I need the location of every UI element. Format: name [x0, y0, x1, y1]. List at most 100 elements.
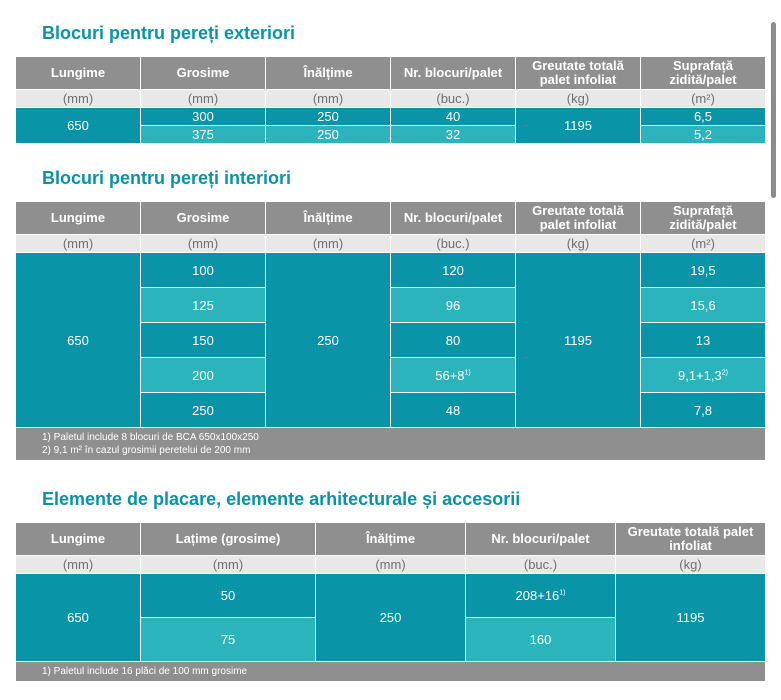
- column-unit: (mm): [140, 89, 266, 108]
- cell: 300: [140, 107, 266, 126]
- column-unit: (mm): [140, 234, 266, 253]
- cell-note-ref: 1): [559, 589, 566, 597]
- unit-row: (mm) (mm) (mm) (buc.) (kg) (m²): [15, 234, 766, 253]
- cell: 48: [390, 392, 516, 428]
- data-table: Lungime Lațime (grosime) Înălțime Nr. blocu…: [15, 522, 766, 682]
- cell-note-ref: 2): [721, 369, 728, 377]
- cell: 6,5: [640, 107, 766, 126]
- column-unit: (mm): [265, 234, 391, 253]
- column-header: Greutate totală palet infoliat: [615, 522, 766, 556]
- cell: 80: [390, 322, 516, 358]
- cell: 50: [140, 573, 316, 618]
- column-header: Nr. blocuri/palet: [390, 201, 516, 235]
- data-row: 650 300 250 40 1195 6,5: [15, 107, 766, 144]
- column-unit: (mm): [140, 555, 316, 574]
- column-unit: (buc.): [465, 555, 616, 574]
- header-row: Lungime Grosime Înălțime Nr. blocuri/palet G…: [15, 56, 766, 90]
- column-header: Lațime (grosime): [140, 522, 316, 556]
- cell: 150: [140, 322, 266, 358]
- cell: 1195: [615, 573, 766, 662]
- cell-value: 9,1+1,3: [678, 367, 722, 383]
- column-header: Înălțime: [265, 201, 391, 235]
- column-header: Suprafață zidită/palet: [640, 56, 766, 90]
- cell: 125: [140, 287, 266, 323]
- cell: 75: [140, 617, 316, 662]
- unit-row: (mm) (mm) (mm) (buc.) (kg): [15, 555, 766, 574]
- cell: 160: [465, 617, 616, 662]
- header-row: Lungime Grosime Înălțime Nr. blocuri/palet G…: [15, 201, 766, 235]
- cell: 208+161): [465, 573, 616, 618]
- footnote-row: 1) Paletul include 8 blocuri de BCA 650x…: [15, 427, 766, 461]
- data-row: 125 96 15,6: [16, 287, 766, 323]
- cell: 250: [265, 252, 391, 428]
- cell: 1195: [515, 252, 641, 428]
- data-table: Lungime Grosime Înălțime Nr. blocuri/palet G…: [15, 201, 766, 461]
- column-header: Grosime: [140, 56, 266, 90]
- data-table: Lungime Grosime Înălțime Nr. blocuri/palet G…: [15, 56, 766, 144]
- unit-row: (mm) (mm) (mm) (buc.) (kg) (m²): [15, 89, 766, 108]
- cell: 650: [15, 252, 141, 428]
- data-row: 650 50 250 208+161) 1195: [15, 573, 766, 662]
- column-header: Lungime: [15, 201, 141, 235]
- cell: 375: [140, 125, 266, 144]
- section: Blocuri pentru pereți interiori Lungime Gr…: [15, 165, 766, 461]
- column-unit: (kg): [515, 234, 641, 253]
- footnote-row: 1) Paletul include 16 plăci de 100 mm gr…: [15, 661, 766, 682]
- cell-note-ref: 1): [464, 369, 471, 377]
- data-row: 200 56+81) 9,1+1,32): [16, 357, 766, 393]
- cell: 1195: [515, 107, 641, 144]
- column-header: Suprafață zidită/palet: [640, 201, 766, 235]
- cell: 120: [390, 252, 516, 288]
- cell: 250: [265, 125, 391, 144]
- column-unit: (buc.): [390, 234, 516, 253]
- column-unit: (kg): [515, 89, 641, 108]
- footnote: 1) Paletul include 8 blocuri de BCA 650x…: [42, 432, 259, 443]
- cell: 96: [390, 287, 516, 323]
- cell: 5,2: [640, 125, 766, 144]
- column-unit: (mm): [315, 555, 466, 574]
- section-title: Blocuri pentru pereți interiori: [42, 168, 292, 188]
- cell: 40: [390, 107, 516, 126]
- cell: 250: [265, 107, 391, 126]
- column-header: Înălțime: [315, 522, 466, 556]
- footnotes: 1) Paletul include 16 plăci de 100 mm gr…: [15, 661, 766, 682]
- cell: 7,8: [640, 392, 766, 428]
- cell: 32: [390, 125, 516, 144]
- cell: 250: [315, 573, 466, 662]
- section: Elemente de placare, elemente arhitectur…: [15, 486, 766, 682]
- section-title: Elemente de placare, elemente arhitectur…: [42, 489, 521, 509]
- cell: 56+81): [390, 357, 516, 393]
- footnote: 1) Paletul include 16 plăci de 100 mm gr…: [42, 666, 248, 677]
- column-unit: (mm): [15, 234, 141, 253]
- cell: 15,6: [640, 287, 766, 323]
- cell: 250: [140, 392, 266, 428]
- header-row: Lungime Lațime (grosime) Înălțime Nr. blocu…: [15, 522, 766, 556]
- footnotes: 1) Paletul include 8 blocuri de BCA 650x…: [15, 427, 766, 461]
- data-row: 375 250 32 5,2: [16, 125, 766, 144]
- column-unit: (buc.): [390, 89, 516, 108]
- cell: 13: [640, 322, 766, 358]
- cell-value: 208+16: [515, 588, 560, 603]
- column-header: Lungime: [15, 56, 141, 90]
- cell: 200: [140, 357, 266, 393]
- cell: 650: [15, 573, 141, 662]
- section-title: Blocuri pentru pereți exteriori: [42, 23, 296, 43]
- column-unit: (mm): [265, 89, 391, 108]
- section: Blocuri pentru pereți exteriori Lungime Gr…: [15, 20, 766, 144]
- column-header: Nr. blocuri/palet: [390, 56, 516, 90]
- cell: 9,1+1,32): [640, 357, 766, 393]
- cell: 650: [15, 107, 141, 144]
- data-row: 150 80 13: [16, 322, 766, 358]
- column-header: Greutate totală palet infoliat: [515, 201, 641, 235]
- column-unit: (mm): [15, 89, 141, 108]
- cell: 19,5: [640, 252, 766, 288]
- column-unit: (kg): [615, 555, 766, 574]
- column-header: Înălțime: [265, 56, 391, 90]
- column-header: Nr. blocuri/palet: [465, 522, 616, 556]
- column-unit: (mm): [15, 555, 141, 574]
- column-header: Lungime: [15, 522, 141, 556]
- column-unit: (m²): [640, 234, 766, 253]
- scrollbar[interactable]: [771, 22, 776, 198]
- cell-value: 56+8: [435, 367, 465, 383]
